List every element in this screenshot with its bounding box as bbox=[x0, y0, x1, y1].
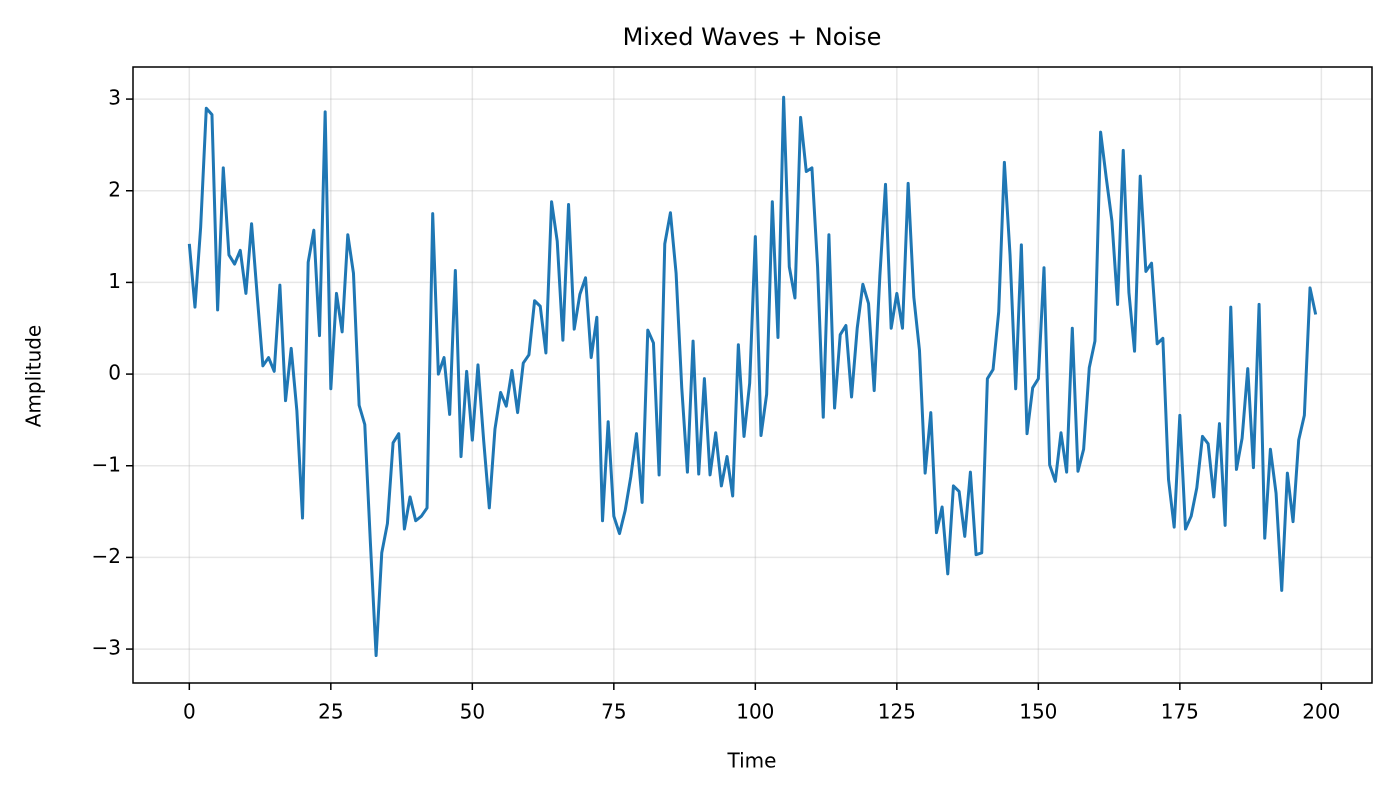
x-axis-label: Time bbox=[727, 749, 777, 773]
x-tick-label: 125 bbox=[878, 700, 916, 724]
y-tick-label: −1 bbox=[92, 452, 121, 476]
y-axis-label: Amplitude bbox=[22, 325, 46, 428]
x-tick-label: 150 bbox=[1019, 700, 1057, 724]
y-tick-label: 1 bbox=[108, 269, 121, 293]
x-tick-label: 75 bbox=[601, 700, 626, 724]
y-tick-label: −3 bbox=[92, 636, 121, 660]
y-tick-label: −2 bbox=[92, 544, 121, 568]
y-tick-label: 0 bbox=[108, 361, 121, 385]
y-tick-label: 3 bbox=[108, 86, 121, 110]
x-tick-label: 175 bbox=[1161, 700, 1199, 724]
chart-title: Mixed Waves + Noise bbox=[623, 23, 882, 51]
x-tick-label: 100 bbox=[736, 700, 774, 724]
data-line bbox=[187, 95, 1318, 657]
y-tick-label: 2 bbox=[108, 177, 121, 201]
x-tick-label: 200 bbox=[1302, 700, 1340, 724]
x-tick-label: 0 bbox=[183, 700, 196, 724]
plot-frame bbox=[132, 66, 1373, 684]
x-tick-label: 50 bbox=[460, 700, 485, 724]
x-tick-label: 25 bbox=[318, 700, 343, 724]
